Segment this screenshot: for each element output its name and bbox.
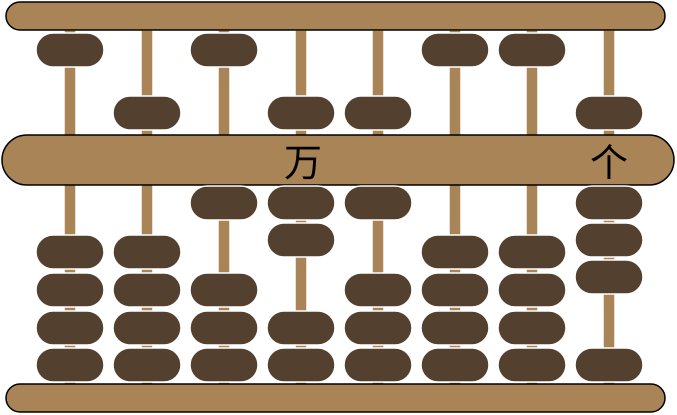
lower-bead-rod-3-3[interactable]: [189, 310, 259, 346]
upper-bead-rod-2[interactable]: [112, 95, 182, 131]
lower-bead-rod-2-2[interactable]: [112, 272, 182, 308]
lower-bead-rod-8-3[interactable]: [574, 259, 644, 295]
lower-bead-rod-7-3[interactable]: [497, 310, 567, 346]
lower-bead-rod-5-1[interactable]: [343, 185, 413, 221]
lower-bead-rod-1-1[interactable]: [35, 234, 105, 270]
lower-bead-rod-3-1[interactable]: [189, 185, 259, 221]
bottom-frame-bar: [5, 383, 666, 413]
upper-bead-rod-7[interactable]: [497, 32, 567, 68]
beads-layer: [35, 32, 644, 383]
reckoning-bar: [1, 134, 675, 186]
upper-bead-rod-1[interactable]: [35, 32, 105, 68]
top-frame-bar: [5, 1, 666, 31]
lower-bead-rod-8-1[interactable]: [574, 185, 644, 221]
lower-bead-rod-1-2[interactable]: [35, 272, 105, 308]
lower-bead-rod-1-4[interactable]: [35, 347, 105, 383]
lower-bead-rod-5-2[interactable]: [343, 272, 413, 308]
lower-bead-rod-7-2[interactable]: [497, 272, 567, 308]
upper-bead-rod-6[interactable]: [420, 32, 490, 68]
place-label-ge: 个: [590, 141, 628, 185]
lower-bead-rod-1-3[interactable]: [35, 310, 105, 346]
lower-bead-rod-3-4[interactable]: [189, 347, 259, 383]
upper-bead-rod-8[interactable]: [574, 95, 644, 131]
lower-bead-rod-7-1[interactable]: [497, 234, 567, 270]
lower-bead-rod-6-4[interactable]: [420, 347, 490, 383]
lower-bead-rod-4-3[interactable]: [266, 310, 336, 346]
lower-bead-rod-5-4[interactable]: [343, 347, 413, 383]
lower-bead-rod-6-3[interactable]: [420, 310, 490, 346]
lower-bead-rod-2-1[interactable]: [112, 234, 182, 270]
lower-bead-rod-5-3[interactable]: [343, 310, 413, 346]
upper-bead-rod-4[interactable]: [266, 95, 336, 131]
lower-bead-rod-4-1[interactable]: [266, 185, 336, 221]
place-label-wan: 万: [284, 141, 322, 185]
lower-bead-rod-7-4[interactable]: [497, 347, 567, 383]
lower-bead-rod-6-2[interactable]: [420, 272, 490, 308]
lower-bead-rod-2-4[interactable]: [112, 347, 182, 383]
lower-bead-rod-3-2[interactable]: [189, 272, 259, 308]
upper-bead-rod-5[interactable]: [343, 95, 413, 131]
lower-bead-rod-8-2[interactable]: [574, 222, 644, 258]
lower-bead-rod-4-4[interactable]: [266, 347, 336, 383]
lower-bead-rod-2-3[interactable]: [112, 310, 182, 346]
lower-bead-rod-4-2[interactable]: [266, 222, 336, 258]
lower-bead-rod-6-1[interactable]: [420, 234, 490, 270]
lower-bead-rod-8-4[interactable]: [574, 347, 644, 383]
upper-bead-rod-3[interactable]: [189, 32, 259, 68]
